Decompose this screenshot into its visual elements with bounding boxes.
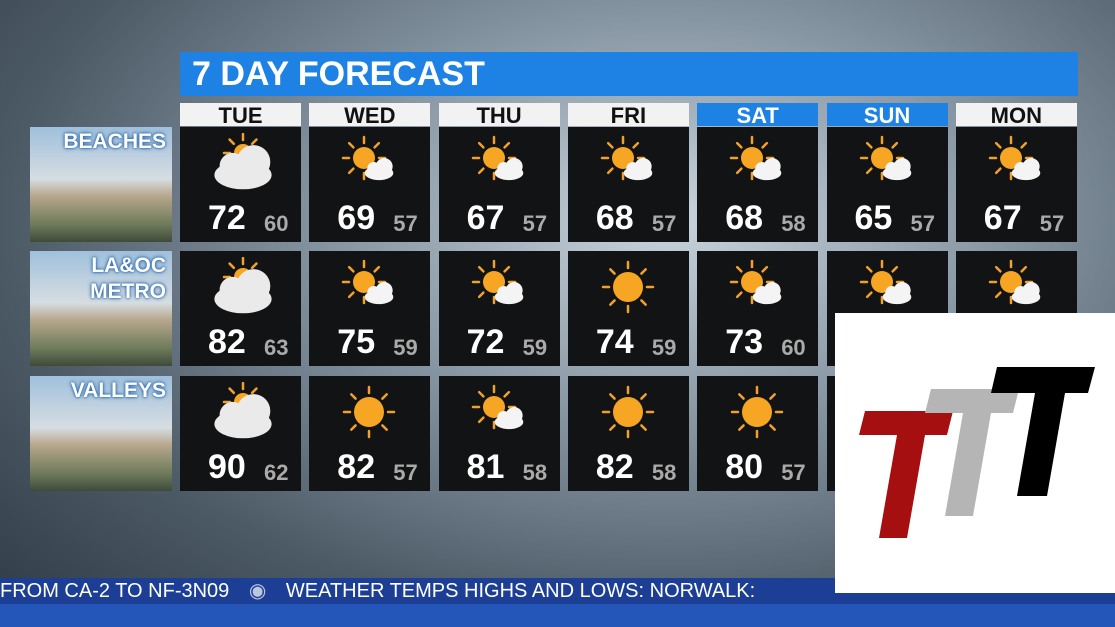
low-temp: 57 bbox=[781, 460, 806, 485]
weather-icon bbox=[600, 135, 653, 181]
day-header: FRI bbox=[567, 103, 689, 128]
high-temp: 74 bbox=[595, 323, 634, 361]
low-temp: 59 bbox=[651, 335, 677, 360]
low-temp: 57 bbox=[522, 211, 548, 236]
forecast-cell: 67 57 bbox=[955, 127, 1077, 242]
weather-icon bbox=[988, 135, 1041, 181]
weather-icon bbox=[214, 133, 272, 190]
ticker-text: WEATHER TEMPS HIGHS AND LOWS: NORWALK: bbox=[285, 580, 756, 602]
high-temp: 82 bbox=[337, 448, 376, 486]
high-temp: 73 bbox=[725, 323, 764, 361]
day-header: WED bbox=[309, 103, 431, 128]
low-temp: 58 bbox=[781, 211, 806, 236]
low-temp: 62 bbox=[264, 460, 289, 485]
day-header: TUE bbox=[180, 103, 301, 128]
forecast-cell: 75 59 bbox=[309, 251, 431, 366]
weather-icon bbox=[342, 259, 394, 305]
forecast-cell: 67 57 bbox=[438, 127, 560, 242]
weather-icon bbox=[471, 135, 523, 181]
high-temp: 72 bbox=[466, 323, 505, 361]
low-temp: 57 bbox=[393, 211, 418, 236]
day-header: THU bbox=[438, 103, 560, 128]
high-temp: 82 bbox=[208, 323, 246, 361]
forecast-cell: 68 58 bbox=[697, 127, 819, 242]
logo-overlay bbox=[835, 313, 1115, 593]
weather-icon bbox=[601, 385, 655, 439]
forecast-cell: 82 57 bbox=[309, 376, 431, 491]
high-temp: 75 bbox=[337, 323, 376, 361]
high-temp: 81 bbox=[466, 448, 505, 486]
high-temp: 67 bbox=[466, 199, 505, 237]
weather-icon bbox=[471, 384, 523, 430]
weather-icon bbox=[988, 259, 1041, 305]
separator: ◉ bbox=[248, 580, 267, 602]
high-temp: 90 bbox=[208, 448, 246, 486]
forecast-cell: 72 59 bbox=[438, 251, 560, 366]
low-temp: 57 bbox=[393, 460, 418, 485]
low-temp: 59 bbox=[393, 335, 418, 360]
weather-icon bbox=[471, 259, 523, 305]
forecast-cell: 90 62 bbox=[180, 376, 301, 491]
high-temp: 68 bbox=[595, 199, 634, 237]
forecast-cell: 69 57 bbox=[309, 127, 431, 242]
forecast-cell: 82 63 bbox=[180, 251, 301, 366]
low-temp: 63 bbox=[264, 335, 289, 360]
low-temp: 60 bbox=[781, 335, 806, 360]
title: 7 DAY FORECAST bbox=[180, 52, 1078, 96]
high-temp: 67 bbox=[983, 199, 1022, 237]
forecast-cell: 82 58 bbox=[567, 376, 689, 491]
high-temp: 72 bbox=[208, 199, 246, 237]
weather-icon bbox=[729, 135, 782, 181]
forecast-cell: 74 59 bbox=[567, 251, 689, 366]
weather-icon bbox=[214, 257, 272, 314]
forecast-cell: 65 57 bbox=[826, 127, 948, 242]
region-label: VALLEYS bbox=[30, 376, 172, 491]
weather-icon bbox=[342, 135, 394, 181]
region-name: VALLEYS bbox=[70, 379, 166, 402]
forecast-cell: 68 57 bbox=[567, 127, 689, 242]
low-temp: 60 bbox=[264, 211, 289, 236]
weather-icon bbox=[730, 385, 784, 439]
forecast-cell: 73 60 bbox=[697, 251, 819, 366]
low-temp: 58 bbox=[651, 460, 677, 485]
region-label: BEACHES bbox=[30, 127, 172, 242]
weather-icon bbox=[859, 135, 911, 181]
weather-icon bbox=[343, 385, 396, 439]
high-temp: 80 bbox=[725, 448, 764, 486]
high-temp: 65 bbox=[854, 199, 893, 237]
low-temp: 57 bbox=[910, 211, 935, 236]
forecast-cell: 80 57 bbox=[697, 376, 819, 491]
ticker-text: FROM CA-2 TO NF-3N09 bbox=[0, 580, 230, 602]
day-header: MON bbox=[955, 103, 1077, 128]
forecast-cell: 81 58 bbox=[438, 376, 560, 491]
weather-icon bbox=[601, 260, 655, 314]
region-name: METRO bbox=[90, 280, 166, 303]
weather-icon bbox=[214, 382, 272, 439]
day-header: SAT bbox=[697, 103, 819, 128]
region-name: LA&OC bbox=[91, 254, 166, 277]
high-temp: 82 bbox=[595, 448, 634, 486]
low-temp: 57 bbox=[651, 211, 677, 236]
weather-icon bbox=[729, 259, 782, 305]
low-temp: 59 bbox=[522, 335, 548, 360]
region-label: LA&OC METRO bbox=[30, 251, 172, 366]
low-temp: 58 bbox=[522, 460, 548, 485]
day-header: SUN bbox=[826, 103, 948, 128]
forecast-cell: 72 60 bbox=[180, 127, 301, 242]
weather-icon bbox=[859, 259, 911, 305]
low-temp: 57 bbox=[1039, 211, 1065, 236]
region-name: BEACHES bbox=[63, 130, 166, 153]
high-temp: 68 bbox=[725, 199, 764, 237]
high-temp: 69 bbox=[337, 199, 376, 237]
ticker-strip bbox=[0, 604, 1115, 627]
